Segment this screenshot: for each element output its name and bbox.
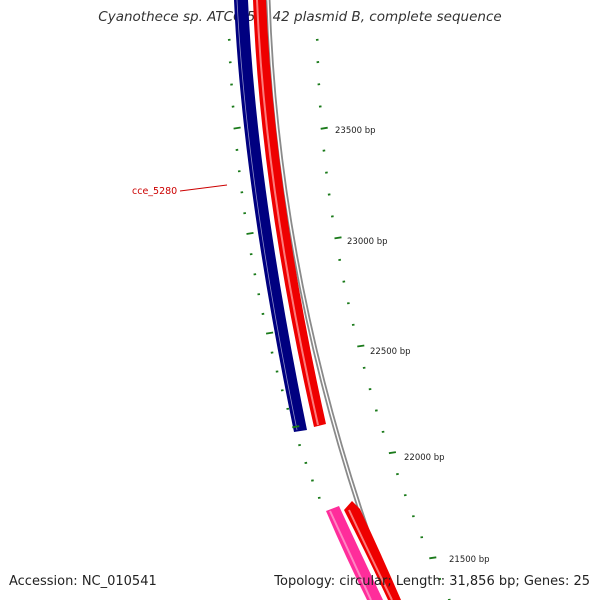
scale-label-23500: 23500 bp — [335, 126, 376, 136]
gene-cce-5280-arc[interactable] — [234, 0, 307, 432]
gene-label-cce-5280[interactable]: cce_5280 — [132, 184, 228, 197]
inner-tick-9 — [246, 232, 254, 235]
gene-forward-arc-lower[interactable] — [344, 501, 401, 600]
outer-tick-14 — [357, 344, 365, 348]
scale-label-23000: 23000 bp — [347, 237, 388, 247]
topology-summary: Topology: circular; Length: 31,856 bp; G… — [274, 574, 590, 589]
outer-tick-24 — [429, 556, 437, 560]
gene-label-text: cce_5280 — [132, 186, 177, 197]
scale-label-22000: 22000 bp — [404, 453, 445, 463]
outer-tick-19 — [388, 451, 397, 455]
scale-label-21500: 21500 bp — [449, 555, 490, 565]
label-leader-line — [179, 184, 228, 192]
gene-pink-arc[interactable] — [326, 506, 383, 600]
inner-tick-4 — [233, 126, 241, 130]
inner-tick-19 — [292, 425, 300, 429]
gene-forward-arc-upper[interactable] — [253, 0, 326, 427]
scale-ticks — [227, 38, 451, 600]
map-title: Cyanothece sp. ATCC 51142 plasmid B, com… — [98, 9, 502, 25]
outer-tick-9 — [334, 236, 342, 240]
scale-labels: 23500 bp 23000 bp 22500 bp 22000 bp 2150… — [335, 126, 490, 565]
accession-text: Accession: NC_010541 — [9, 574, 157, 589]
inner-tick-14 — [265, 331, 274, 335]
scale-label-22500: 22500 bp — [370, 347, 411, 357]
outer-tick-4 — [320, 126, 328, 130]
